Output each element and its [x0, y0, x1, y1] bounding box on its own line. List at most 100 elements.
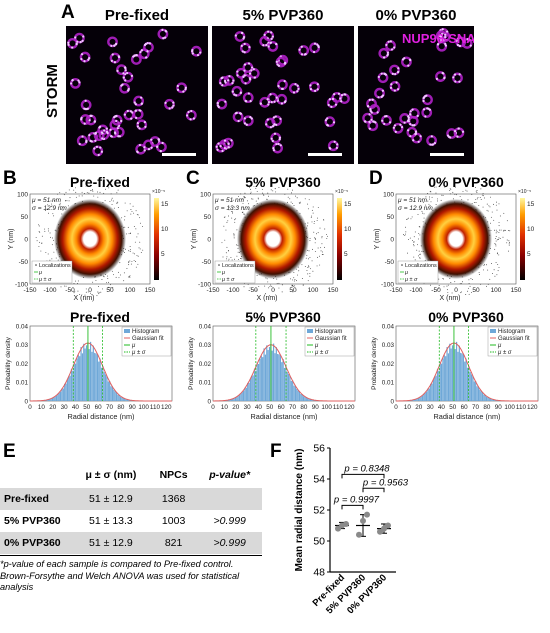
localization-dot: [482, 195, 484, 197]
npc-ring-dot: [309, 84, 312, 87]
histogram-bar: [62, 388, 64, 401]
localization-dot: [101, 279, 103, 280]
localization-dot: [322, 251, 324, 253]
histogram-bar: [309, 399, 312, 401]
npc-ring-dot: [134, 109, 137, 112]
npc-ring-dot: [313, 42, 317, 45]
localization-dot: [244, 192, 246, 194]
localization-dot: [408, 239, 409, 240]
npc-ring-dot: [71, 46, 74, 49]
localization-dot: [441, 194, 443, 196]
npc-ring-dot: [249, 78, 252, 81]
npc-ring-outer: [406, 126, 418, 138]
histogram-bar: [96, 354, 99, 401]
localization-dot: [417, 214, 419, 216]
npc-ring-dot: [267, 100, 271, 104]
npc-ring-dot: [146, 50, 149, 53]
localization-dot: [241, 212, 243, 214]
y-tick-label: 0.02: [199, 361, 212, 368]
localization-dot: [452, 191, 454, 193]
npc-ring-dot: [339, 97, 342, 100]
npc-ring-dot: [223, 139, 227, 142]
npc-ring-dot: [266, 98, 269, 101]
localization-dot: [119, 274, 121, 276]
legend-entry: μ ± σ: [221, 277, 235, 283]
npc-ring: [80, 114, 91, 125]
colorbar-tick-label: 15: [527, 201, 535, 208]
npc-ring-dot: [161, 141, 164, 145]
npc-ring-dot: [115, 42, 118, 46]
npc-ring-dot: [407, 115, 410, 118]
histogram-bar: [89, 341, 92, 401]
localization-dot: [500, 229, 502, 231]
npc-ring-dot: [83, 122, 86, 125]
legend-entry: Histogram: [132, 329, 159, 335]
localization-dot: [85, 291, 87, 293]
localization-dot: [102, 186, 104, 187]
localization-dot: [129, 275, 131, 277]
x-tick-label: 0: [88, 287, 92, 294]
localization-dot: [407, 217, 409, 219]
localization-dot: [419, 226, 421, 228]
localization-dot: [467, 290, 469, 292]
p-value-label: p = 0.9997: [333, 494, 380, 505]
table-row: Pre-fixed 51 ± 12.9 1368: [0, 488, 262, 510]
localization-dot: [468, 293, 470, 295]
localization-dot: [258, 285, 260, 287]
histogram-bar: [58, 392, 60, 401]
npc-ring: [135, 143, 147, 155]
histogram-bar: [417, 397, 420, 401]
localization-dot: [242, 203, 244, 204]
npc-ring-dot: [424, 115, 427, 118]
npc-ring-dot: [277, 64, 281, 67]
npc-ring-dot: [422, 99, 425, 103]
localization-dot: [257, 198, 259, 200]
localization-dot: [93, 195, 95, 197]
npc-ring-dot: [138, 143, 142, 147]
localization-dot: [137, 233, 139, 235]
histogram-bar: [113, 389, 115, 401]
npc-ring-dot: [431, 143, 435, 146]
histogram-bar: [70, 368, 73, 401]
localization-dot: [481, 194, 483, 196]
localization-dot: [92, 281, 94, 283]
storm-row-label: STORM: [44, 64, 61, 118]
localization-dot: [419, 234, 421, 236]
localization-dot: [409, 237, 411, 239]
localization-dot: [414, 259, 416, 261]
storm-image-0pvp: NUP96-SNAP: [358, 26, 474, 164]
legend-entry: Localizations: [222, 263, 254, 269]
localization-dot: [44, 228, 46, 230]
npc-ring-dot: [217, 142, 220, 145]
histogram-bar: [491, 399, 493, 401]
localization-dot: [496, 209, 498, 211]
npc-ring-dot: [187, 110, 190, 114]
npc-ring-dot: [249, 99, 252, 103]
localization-dot: [236, 255, 238, 257]
localization-dot: [90, 190, 91, 192]
histogram-bar: [68, 376, 70, 401]
histogram-bar: [458, 345, 460, 401]
localization-dot: [135, 228, 137, 230]
localization-dot: [316, 265, 318, 267]
npc-ring-dot: [368, 120, 371, 123]
npc-ring-dot: [416, 114, 419, 117]
localization-dot: [417, 238, 419, 240]
npc-ring-dot: [83, 60, 86, 63]
legend-marker: [401, 264, 403, 266]
localization-dot: [107, 275, 108, 277]
localization-dot: [312, 270, 314, 272]
localization-dot: [45, 251, 47, 253]
npc-ring-dot: [469, 44, 472, 47]
localization-dot: [75, 191, 77, 193]
localization-dot: [292, 284, 293, 286]
localization-dot: [129, 203, 131, 205]
localization-dot: [291, 203, 293, 205]
legend-entry: μ: [221, 270, 225, 276]
npc-ring-outer: [133, 95, 145, 107]
table-header-cell: NPCs: [159, 469, 188, 481]
localization-dot: [235, 218, 237, 220]
bracket-line: [362, 487, 385, 493]
npc-ring-dot: [409, 113, 412, 116]
